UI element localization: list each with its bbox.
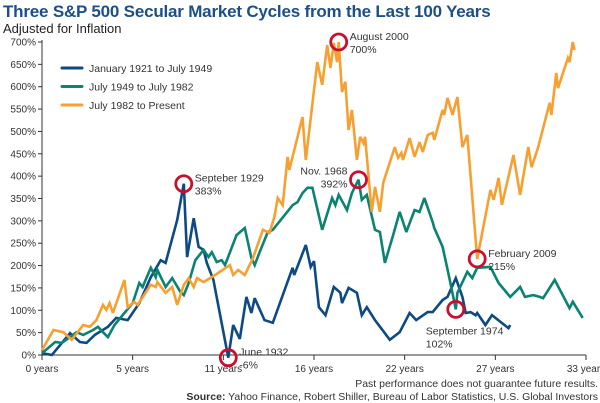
y-tick-label: 100%	[10, 306, 36, 317]
footnote: Past performance does not guarantee futu…	[355, 378, 598, 390]
annotation-value: -6%	[239, 360, 258, 372]
annotation-value: 383%	[195, 186, 222, 198]
annotation-marker	[174, 174, 194, 194]
annotation-value: 392%	[321, 179, 348, 191]
annotation-label: June 1932	[239, 347, 288, 359]
annotation-value: 700%	[350, 44, 377, 56]
chart-title: Three S&P 500 Secular Market Cycles from…	[3, 2, 490, 21]
y-tick-label: 500%	[10, 127, 36, 138]
series-line-1	[41, 183, 512, 358]
annotation-label: February 2009	[488, 248, 556, 260]
legend-label-2: July 1949 to July 1982	[89, 82, 194, 94]
y-tick-label: 600%	[10, 82, 36, 93]
axes: 0% 50% 100% 150% 200% 250% 300% 350% 400% 450% 500…	[10, 38, 600, 376]
chart-subtitle: Adjusted for Inflation	[3, 21, 122, 36]
y-tick-label: 650%	[10, 60, 36, 71]
x-tick-label: 27 years	[476, 364, 514, 375]
legend: January 1921 to July 1949 July 1949 to Ju…	[60, 63, 212, 112]
y-tick-label: 350%	[10, 194, 36, 205]
y-tick-label: 550%	[10, 105, 36, 116]
y-tick-label: 700%	[10, 38, 36, 49]
x-tick-label: 0 years	[26, 364, 59, 375]
y-tick-label: 300%	[10, 216, 36, 227]
x-tick-label: 5 years	[116, 364, 149, 375]
series-line-3	[40, 41, 576, 351]
annotation-label: Nov. 1968	[300, 166, 347, 178]
annotation-value: 215%	[488, 261, 515, 273]
source-line: Source: Yahoo Finance, Robert Shiller, B…	[186, 391, 598, 403]
x-tick-label: 11 years	[205, 364, 243, 375]
annotation-value: 102%	[426, 338, 453, 350]
x-tick-label: 16 years	[295, 364, 333, 375]
series-layer	[40, 41, 584, 358]
annotation-marker	[218, 348, 238, 368]
x-tick-label: 33 years	[567, 364, 600, 375]
y-tick-label: 150%	[10, 283, 36, 294]
annotation-marker	[349, 170, 368, 190]
legend-label-1: January 1921 to July 1949	[89, 63, 212, 75]
y-tick-label: 50%	[16, 328, 36, 339]
y-tick-label: 250%	[10, 239, 36, 250]
annotation-marker	[446, 299, 466, 319]
annotation-marker	[467, 249, 487, 269]
annotation-label: September 1974	[426, 325, 504, 337]
annotation-marker	[329, 32, 349, 52]
x-tick-label: 22 years	[385, 364, 423, 375]
y-tick-label: 200%	[10, 261, 36, 272]
y-tick-label: 400%	[10, 172, 36, 183]
annotation-label: August 2000	[350, 31, 409, 43]
source-text: Yahoo Finance, Robert Shiller, Bureau of…	[225, 391, 598, 403]
source-label: Source:	[186, 391, 225, 403]
series-line-2	[41, 179, 584, 355]
annotation-label: Septeber 1929	[195, 173, 264, 185]
legend-label-3: July 1982 to Present	[89, 100, 185, 112]
y-tick-label: 450%	[10, 149, 36, 160]
y-tick-label: 0%	[22, 351, 37, 362]
